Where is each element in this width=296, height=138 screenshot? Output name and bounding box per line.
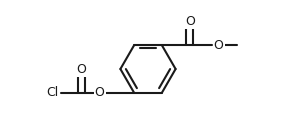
Text: O: O bbox=[214, 39, 223, 52]
Text: Cl: Cl bbox=[46, 86, 58, 99]
Text: O: O bbox=[185, 15, 195, 28]
Text: O: O bbox=[77, 63, 86, 76]
Text: O: O bbox=[95, 86, 104, 99]
